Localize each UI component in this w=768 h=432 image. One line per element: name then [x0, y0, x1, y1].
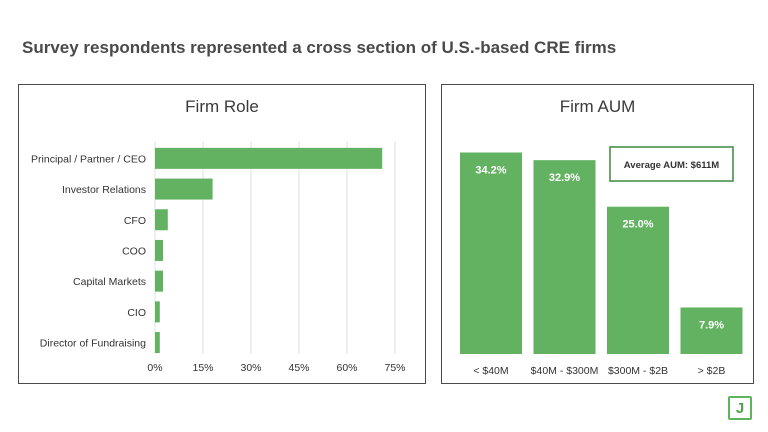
annotation-text: Average AUM: $611M — [624, 160, 719, 171]
logo-icon: J — [728, 396, 752, 420]
category-label: COO — [122, 245, 146, 257]
category-label: > $2B — [698, 365, 726, 377]
firm-aum-chart: 34.2% < $40M 32.9% $40M - $300M 25.0% $300M -… — [460, 146, 743, 377]
annotation-box — [609, 146, 734, 182]
bar — [155, 147, 383, 169]
category-label: Capital Markets — [73, 276, 146, 288]
bar — [460, 152, 522, 354]
data-label: 34.2% — [475, 164, 506, 176]
category-label: Principal / Partner / CEO — [31, 153, 146, 165]
firm-aum-panel: Firm AUM 34.2% < $40M 32.9% $40M - $300M 25.… — [441, 84, 754, 384]
bar — [155, 332, 160, 354]
x-tick-label: 30% — [240, 362, 261, 374]
firm-role-title: Firm Role — [185, 97, 259, 116]
data-label: 7.9% — [699, 319, 724, 331]
category-label: CIO — [127, 307, 146, 319]
slide-title: Survey respondents represented a cross s… — [22, 38, 617, 57]
x-tick-label: 60% — [336, 362, 357, 374]
bar — [533, 160, 596, 354]
category-label: $40M - $300M — [531, 365, 599, 377]
category-label: CFO — [124, 215, 146, 227]
x-tick-label: 75% — [384, 362, 405, 374]
data-label: 25.0% — [622, 219, 653, 231]
bar — [155, 239, 163, 261]
firm-role-chart: 0% 15% 30% 45% 60% 75% Principal / Partner / C… — [31, 141, 406, 374]
bar — [680, 307, 743, 354]
x-tick-label: 15% — [192, 362, 213, 374]
firm-aum-title: Firm AUM — [559, 97, 636, 116]
bar — [607, 206, 669, 354]
data-label: 32.9% — [549, 172, 580, 184]
category-label: Director of Fundraising — [40, 338, 146, 350]
bar — [155, 178, 213, 200]
x-tick-label: 0% — [147, 362, 162, 374]
bar — [155, 209, 168, 231]
firm-role-panel: Firm Role 0% 15% 30% 45% 60% 75% Principal / P… — [18, 84, 426, 384]
category-label: Investor Relations — [62, 184, 146, 196]
category-label: $300M - $2B — [608, 365, 668, 377]
category-label: < $40M — [473, 365, 508, 377]
bar — [155, 270, 163, 292]
x-tick-label: 45% — [288, 362, 309, 374]
bar — [155, 301, 160, 323]
